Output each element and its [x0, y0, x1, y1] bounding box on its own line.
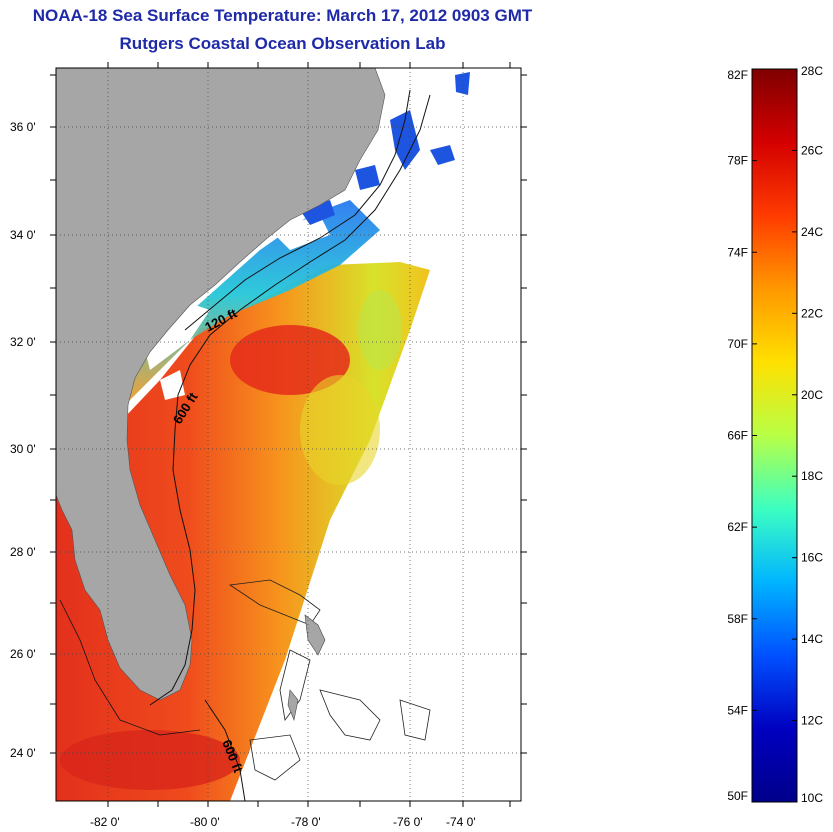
land-mainland [56, 68, 386, 701]
colorbar-fahrenheit-label: 58F [727, 612, 748, 626]
lat-label: 36 0' [10, 120, 36, 134]
lat-label: 32 0' [10, 335, 36, 349]
cold-water-speckles [300, 72, 470, 225]
colorbar-fahrenheit-label: 74F [727, 245, 748, 259]
map-subtitle: Rutgers Coastal Ocean Observation Lab [119, 34, 446, 53]
lon-label: -82 0' [90, 815, 120, 829]
sst-yellow-patch [300, 375, 380, 485]
contour-600ft-south [204, 699, 246, 801]
colorbar-fahrenheit-label: 70F [727, 337, 748, 351]
colorbar-fahrenheit-label: 78F [727, 154, 748, 168]
colorbar-celsius-label: 18C [801, 469, 823, 483]
colorbar-fahrenheit-ticks: 82F 78F 74F 70F 66F 62F 58F 54F 50F [727, 68, 757, 803]
colorbar-fahrenheit-label: 82F [727, 68, 748, 82]
sst-warm-south [60, 730, 240, 790]
contour-600ft [149, 94, 431, 706]
map-title: NOAA-18 Sea Surface Temperature: March 1… [32, 6, 533, 25]
colorbar-celsius-label: 16C [801, 551, 823, 565]
colorbar-celsius-label: 28C [801, 64, 823, 78]
bahamas-land [287, 614, 326, 722]
contour-florida-shelf [59, 599, 201, 736]
lat-label: 28 0' [10, 545, 36, 559]
colorbar-celsius-label: 10C [801, 791, 823, 805]
sst-warm-core [230, 325, 350, 395]
lat-label: 26 0' [10, 647, 36, 661]
colorbar: 82F 78F 74F 70F 66F 62F 58F 54F 50F 28C 26C 24C 22C… [727, 64, 823, 805]
sst-green-patch [358, 290, 402, 370]
axis-ticks [50, 62, 527, 807]
colorbar-gradient [751, 68, 798, 803]
colorbar-fahrenheit-label: 62F [727, 520, 748, 534]
lon-label: -80 0' [190, 815, 220, 829]
lon-label: -78 0' [291, 815, 321, 829]
lon-label: -76 0' [393, 815, 423, 829]
colorbar-celsius-label: 20C [801, 388, 823, 402]
colorbar-celsius-label: 12C [801, 714, 823, 728]
plot-frame [55, 67, 522, 802]
colorbar-celsius-label: 24C [801, 225, 823, 239]
lat-label: 30 0' [10, 442, 36, 456]
colorbar-celsius-label: 26C [801, 143, 823, 157]
sst-coastal-cool-band [120, 200, 380, 410]
colorbar-fahrenheit-label: 54F [727, 703, 748, 717]
lat-label: 24 0' [10, 746, 36, 760]
contour-120ft [184, 89, 411, 331]
lat-label: 34 0' [10, 228, 36, 242]
colorbar-celsius-label: 22C [801, 306, 823, 320]
colorbar-celsius-label: 14C [801, 632, 823, 646]
graticule [56, 68, 521, 801]
colorbar-fahrenheit-label: 50F [727, 789, 748, 803]
lon-label: -74 0' [446, 815, 476, 829]
colorbar-celsius-ticks: 28C 26C 24C 22C 20C 18C 16C 14C 12C 10C [792, 64, 823, 805]
colorbar-fahrenheit-label: 66F [727, 429, 748, 443]
